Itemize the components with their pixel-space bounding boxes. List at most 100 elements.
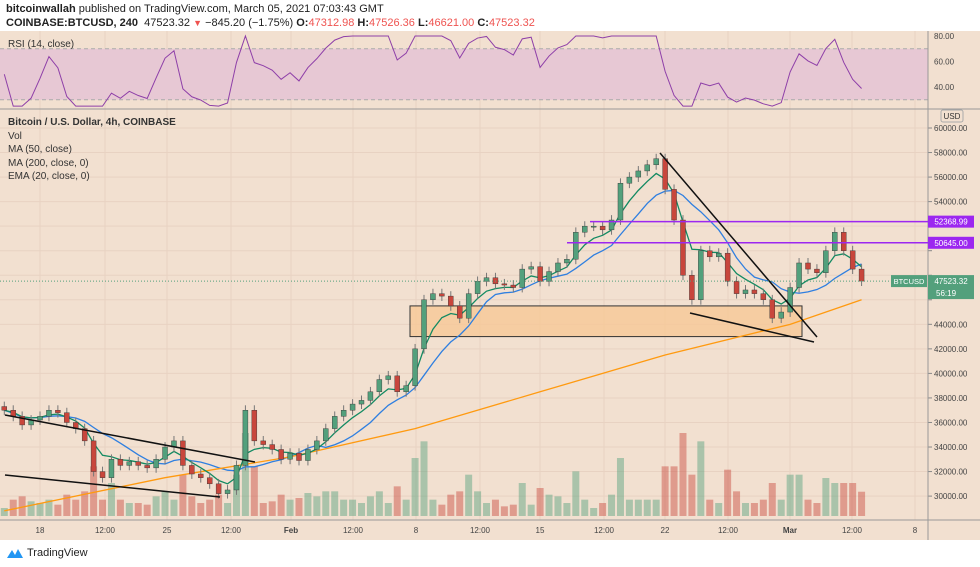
legend-ma200[interactable]: MA (200, close, 0) xyxy=(8,157,89,169)
time-tick: 12:00 xyxy=(95,526,116,535)
price-tick: 54000.00 xyxy=(934,198,968,207)
symbol: COINBASE:BTCUSD, 240 xyxy=(6,17,139,29)
volume-bar xyxy=(331,491,339,516)
time-tick: 12:00 xyxy=(718,526,739,535)
high-label: H: xyxy=(357,17,370,29)
volume-bar xyxy=(849,483,857,516)
volume-bar xyxy=(822,478,830,516)
candle xyxy=(832,232,838,251)
volume-bar xyxy=(429,499,437,516)
trend-line xyxy=(659,152,818,338)
low-label: L: xyxy=(417,17,429,29)
candle xyxy=(117,459,124,466)
candle xyxy=(724,252,731,282)
trend-line xyxy=(4,414,256,463)
time-tick: 12:00 xyxy=(842,526,863,535)
price-change: −845.20 (−1.75%) xyxy=(205,17,294,29)
legend-ma50[interactable]: MA (50, close) xyxy=(8,144,72,155)
volume-bar xyxy=(670,466,678,516)
high-value: 47526.36 xyxy=(369,17,415,29)
volume-bar xyxy=(152,496,160,516)
volume-bar xyxy=(679,433,687,516)
support-zone xyxy=(409,305,803,338)
volume-bar xyxy=(411,458,419,516)
candle xyxy=(376,379,383,393)
volume-bar xyxy=(456,491,464,516)
volume-bar xyxy=(554,496,562,516)
chart-canvas[interactable]: 30000.00 32000.00 34000.00 36000.00 38000.00… xyxy=(0,31,980,541)
candle xyxy=(662,158,668,190)
volume-bar xyxy=(340,499,348,516)
rsi-tick: 60.00 xyxy=(934,58,955,67)
volume-bar xyxy=(483,503,491,516)
candle xyxy=(323,428,329,442)
candle xyxy=(358,400,365,405)
countdown: 56:19 xyxy=(936,289,957,298)
candle xyxy=(412,348,418,386)
volume-bar xyxy=(465,474,473,516)
legend-ema20[interactable]: EMA (20, close, 0) xyxy=(8,171,90,182)
candle xyxy=(340,410,347,417)
price-tick: 34000.00 xyxy=(934,443,968,452)
candle xyxy=(296,452,302,461)
volume-bar xyxy=(652,499,660,516)
candle xyxy=(10,410,16,417)
symbol-tag xyxy=(891,275,927,288)
volume-bar xyxy=(697,441,705,516)
candle xyxy=(635,170,642,178)
candle xyxy=(144,465,150,469)
price-tick: 42000.00 xyxy=(934,345,968,354)
volume-bar xyxy=(349,499,357,516)
volume-bar xyxy=(661,466,669,516)
volume-bar xyxy=(313,496,321,516)
volume-bar xyxy=(366,496,374,516)
volume-bar xyxy=(384,503,392,516)
candle xyxy=(617,183,624,221)
volume-bar xyxy=(259,503,267,516)
volume-bar xyxy=(116,499,124,516)
volume-bar xyxy=(215,494,223,516)
candle xyxy=(224,489,231,494)
volume-bar xyxy=(706,499,714,516)
volume-bar xyxy=(63,494,71,516)
volume-bar xyxy=(572,471,580,516)
candle xyxy=(546,271,552,282)
author[interactable]: bitcoinwallah xyxy=(6,3,76,15)
candle xyxy=(751,289,758,294)
volume-bar xyxy=(54,504,62,516)
candle xyxy=(823,250,829,273)
candle xyxy=(46,410,52,417)
candle xyxy=(707,250,713,258)
volume-bar xyxy=(750,503,758,516)
volume-bar xyxy=(581,499,589,516)
candle xyxy=(403,385,409,393)
candle xyxy=(564,259,570,264)
volume-bar xyxy=(224,503,232,516)
candle xyxy=(135,461,141,466)
candle xyxy=(689,275,695,300)
volume-bar xyxy=(197,503,205,516)
volume-bar xyxy=(241,433,249,516)
volume-bar xyxy=(858,491,866,516)
price-tick: 30000.00 xyxy=(934,492,968,501)
close-label: C: xyxy=(477,17,489,29)
volume-bar xyxy=(447,494,455,516)
legend-title: Bitcoin / U.S. Dollar, 4h, COINBASE xyxy=(8,117,176,128)
candle xyxy=(537,266,543,282)
candle xyxy=(349,403,356,411)
candle xyxy=(314,440,320,450)
volume-bar xyxy=(536,488,544,516)
tradingview-logo[interactable]: TradingView xyxy=(6,547,88,559)
candle xyxy=(787,287,793,313)
candle xyxy=(555,262,561,272)
volume-bar xyxy=(491,499,499,516)
price-tick: 60000.00 xyxy=(934,124,968,133)
volume-bar xyxy=(813,503,821,516)
legend-vol[interactable]: Vol xyxy=(8,130,22,142)
candle xyxy=(162,446,168,460)
candle xyxy=(599,225,606,231)
candle xyxy=(269,444,275,450)
volume-bar xyxy=(402,499,410,516)
candle xyxy=(608,219,615,231)
candle xyxy=(805,262,811,270)
